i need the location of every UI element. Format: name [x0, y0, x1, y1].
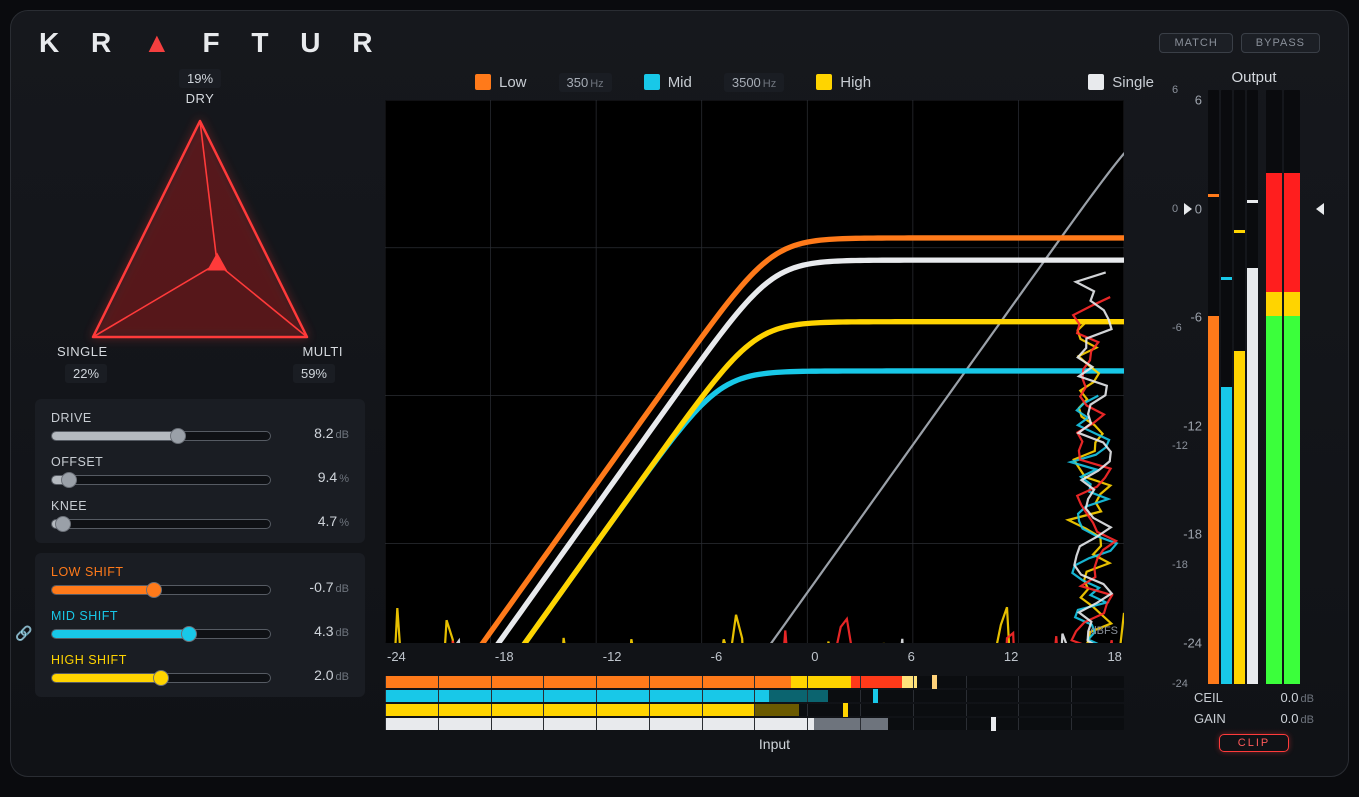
blend-triangle[interactable]: 19% DRY SINGLE 22% MULTI 59%	[35, 69, 365, 389]
slider-label: MID SHIFT	[51, 609, 271, 623]
input-label: Input	[385, 736, 1164, 752]
meter-col	[1247, 90, 1258, 684]
slider-value[interactable]: 4.7%	[285, 513, 349, 529]
ceiling-marker-right-icon[interactable]	[1316, 203, 1324, 215]
slider-track[interactable]	[51, 475, 271, 485]
meter-col	[1208, 90, 1219, 684]
input-bar	[385, 718, 1124, 730]
input-meters	[385, 676, 1124, 732]
transfer-graph[interactable]: dBFS	[385, 100, 1124, 643]
slider-value[interactable]: 8.2dB	[285, 425, 349, 441]
legend-mid[interactable]: Mid	[644, 74, 692, 91]
shift-sliders-panel: 🔗 LOW SHIFT -0.7dB MID SHIFT 4.3dB HIGH …	[35, 553, 365, 697]
slider-label: OFFSET	[51, 455, 271, 469]
graph-x-ticks: -24-18-12-6061218	[385, 643, 1124, 668]
match-button[interactable]: MATCH	[1159, 33, 1232, 53]
link-icon[interactable]: 🔗	[15, 625, 31, 642]
meter-lr-col	[1266, 90, 1282, 684]
band-legend: Low 350Hz Mid 3500Hz High Single	[385, 69, 1164, 100]
slider-track[interactable]	[51, 519, 271, 529]
clip-button[interactable]: CLIP	[1219, 734, 1289, 752]
ceil-value[interactable]: 0.0dB	[1280, 690, 1314, 705]
meter-col	[1221, 90, 1232, 684]
xover2-value[interactable]: 3500Hz	[724, 73, 784, 92]
input-bar	[385, 676, 1124, 688]
graph-unit-label: dBFS	[1090, 625, 1118, 637]
gain-label: GAIN	[1194, 711, 1226, 726]
slider-label: DRIVE	[51, 411, 271, 425]
xover1-value[interactable]: 350Hz	[559, 73, 612, 92]
slider-label: HIGH SHIFT	[51, 653, 271, 667]
slider-track[interactable]	[51, 629, 271, 639]
slider-label: KNEE	[51, 499, 271, 513]
ceiling-marker-left-icon[interactable]	[1184, 203, 1192, 215]
bypass-button[interactable]: BYPASS	[1241, 33, 1320, 53]
slider-value[interactable]: 4.3dB	[285, 623, 349, 639]
meter-lr-col	[1284, 90, 1300, 684]
ceil-label: CEIL	[1194, 690, 1223, 705]
legend-single[interactable]: Single	[1088, 74, 1154, 91]
slider-track[interactable]	[51, 673, 271, 683]
slider-track[interactable]	[51, 431, 271, 441]
global-sliders-panel: DRIVE 8.2dB OFFSET 9.4% KNEE	[35, 399, 365, 543]
slider-value[interactable]: -0.7dB	[285, 579, 349, 595]
input-bar	[385, 690, 1124, 702]
slider-label: LOW SHIFT	[51, 565, 271, 579]
legend-low[interactable]: Low	[475, 74, 527, 91]
app-logo: K R ▲ F T U R	[39, 27, 384, 59]
slider-value[interactable]: 9.4%	[285, 469, 349, 485]
slider-track[interactable]	[51, 585, 271, 595]
slider-value[interactable]: 2.0dB	[285, 667, 349, 683]
legend-high[interactable]: High	[816, 74, 871, 91]
output-label: Output	[1231, 69, 1276, 86]
gain-value[interactable]: 0.0dB	[1280, 711, 1314, 726]
output-meters: 60-6-12-18-24	[1194, 90, 1314, 684]
meter-col	[1234, 90, 1245, 684]
input-bar	[385, 704, 1124, 716]
